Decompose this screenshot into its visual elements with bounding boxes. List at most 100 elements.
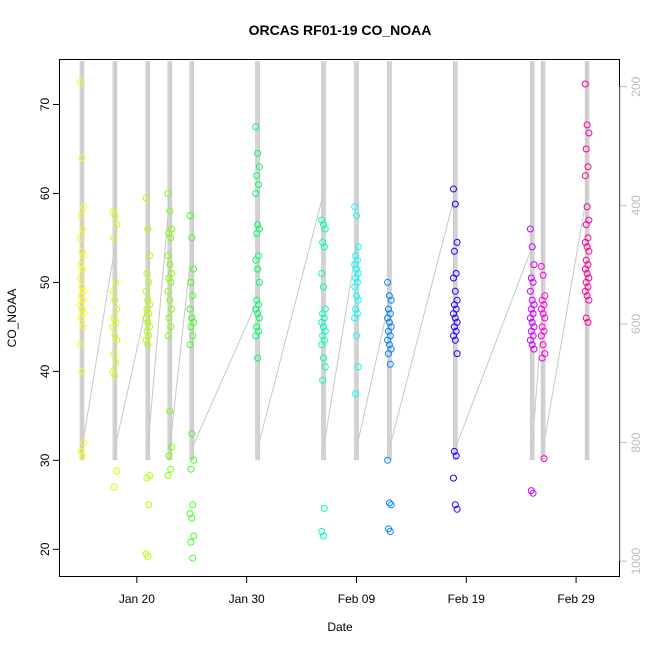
data-point <box>113 305 121 313</box>
altitude-transit <box>531 300 544 449</box>
data-point <box>527 274 535 282</box>
data-point <box>166 407 174 415</box>
data-point <box>252 332 260 340</box>
altitude-profile <box>584 61 590 461</box>
y-tick-label: 60 <box>38 186 52 200</box>
data-point <box>109 207 117 215</box>
data-point <box>254 354 262 362</box>
right-axis: 200 400 600 800 1000 <box>619 76 643 575</box>
data-point <box>387 296 395 304</box>
data-point <box>77 212 85 220</box>
data-point <box>111 332 119 340</box>
data-point <box>164 189 172 197</box>
data-point <box>78 305 86 313</box>
data-point <box>253 172 261 180</box>
altitude-profile <box>255 61 260 461</box>
data-point <box>76 341 84 349</box>
data-point <box>319 332 327 340</box>
data-point <box>582 221 590 229</box>
data-point <box>190 456 198 464</box>
data-point <box>165 230 173 237</box>
data-point <box>110 234 118 242</box>
data-point <box>79 323 87 331</box>
data-point <box>385 350 392 358</box>
data-point <box>111 296 119 304</box>
data-point <box>111 372 119 380</box>
data-point <box>252 123 260 131</box>
data-point <box>320 323 327 331</box>
altitude-profile <box>79 61 85 461</box>
data-point <box>143 474 151 482</box>
altitude-transit <box>454 246 533 449</box>
data-point <box>581 80 589 88</box>
data-point <box>167 234 175 242</box>
data-point <box>145 278 153 286</box>
right-tick-label: 800 <box>629 432 643 452</box>
data-point <box>145 501 153 509</box>
data-point <box>188 430 196 438</box>
y-tick-label: 40 <box>38 364 52 378</box>
data-point <box>385 318 393 326</box>
data-point <box>450 323 458 331</box>
data-point <box>353 332 360 340</box>
data-point <box>187 323 195 331</box>
data-point <box>113 221 121 229</box>
data-point <box>253 323 261 331</box>
data-points <box>76 78 593 562</box>
data-point <box>142 314 150 322</box>
data-point <box>351 314 359 322</box>
data-point <box>168 443 176 451</box>
data-point <box>189 554 197 562</box>
data-point <box>353 212 360 220</box>
data-point <box>321 363 329 371</box>
data-point <box>353 265 360 273</box>
data-point <box>168 305 176 313</box>
altitude-profile <box>354 61 359 461</box>
x-axis: Jan 20 Jan 30 Feb 09 Feb 19 Feb 29 <box>119 576 595 606</box>
data-point <box>318 216 326 224</box>
data-point <box>76 274 84 282</box>
data-point <box>164 252 172 260</box>
data-point <box>146 252 154 260</box>
data-point <box>583 121 591 129</box>
data-point <box>142 287 150 295</box>
data-point <box>254 310 262 318</box>
data-point <box>583 270 591 277</box>
data-point <box>585 247 593 255</box>
data-point <box>190 265 198 273</box>
altitude-profile <box>112 61 118 461</box>
data-point <box>539 341 547 349</box>
right-tick-label: 1000 <box>629 548 643 575</box>
data-point <box>386 528 394 535</box>
data-point <box>320 354 327 362</box>
data-point <box>109 367 117 375</box>
data-point <box>541 314 549 322</box>
data-point <box>527 305 535 313</box>
data-point <box>255 314 263 322</box>
x-tick-label: Feb 29 <box>557 592 595 606</box>
data-point <box>144 552 152 560</box>
data-point <box>540 455 548 463</box>
data-point <box>78 247 86 255</box>
data-point <box>253 296 261 304</box>
altitude-transit <box>356 300 390 449</box>
data-point <box>319 238 327 246</box>
data-point <box>79 225 87 233</box>
data-point <box>112 359 120 366</box>
data-point <box>254 221 262 229</box>
data-point <box>451 200 459 208</box>
data-point <box>144 225 152 233</box>
data-point <box>167 278 175 286</box>
data-point <box>143 270 151 277</box>
altitude-profile <box>387 61 392 461</box>
data-point <box>354 296 362 304</box>
data-point <box>528 243 536 251</box>
data-point <box>143 327 151 335</box>
altitude-profile <box>321 61 326 461</box>
right-tick-label: 400 <box>629 195 643 215</box>
data-point <box>143 305 151 313</box>
data-point <box>585 129 593 137</box>
data-point <box>385 499 393 507</box>
altitude-transit <box>81 246 116 449</box>
data-point <box>186 305 194 313</box>
